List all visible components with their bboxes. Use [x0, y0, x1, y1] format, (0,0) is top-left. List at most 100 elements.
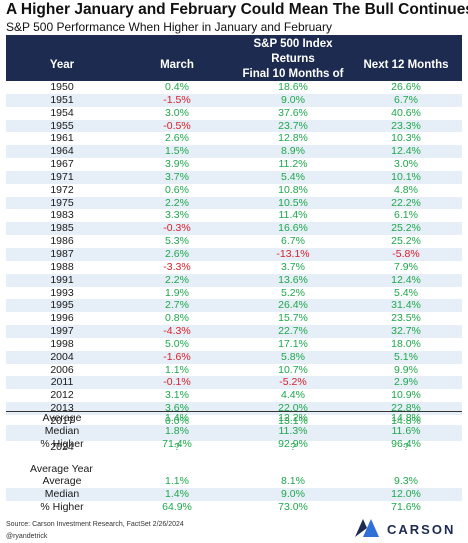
cell-next-12-months: 4.8% — [394, 183, 418, 196]
cell-next-12-months: 10.3% — [391, 132, 421, 145]
cell-next-12-months: 96.4% — [391, 437, 421, 450]
summary-divider — [6, 411, 462, 412]
year-row: 1972 0.6% 10.8% 4.8% — [6, 184, 462, 197]
cell-next-12-months: 14.8% — [391, 414, 421, 427]
cell-final-10-months: 5.8% — [236, 350, 350, 364]
cell-label: 2004 — [6, 350, 118, 364]
cell-march: 0.8% — [165, 312, 189, 325]
cell-march: -4.3% — [118, 325, 236, 338]
cell-final-10-months: 3.7% — [281, 260, 305, 273]
year-row: 1993 1.9% 5.2% 5.4% — [6, 287, 462, 300]
cell-label: 1996 — [50, 312, 74, 325]
cell-label: 1998 — [50, 337, 74, 350]
cell-next-12-months: 25.2% — [350, 222, 462, 236]
cell-label: 1986 — [50, 235, 74, 248]
carson-logo-text: CARSON — [387, 522, 456, 537]
year-row: 1961 2.6% 12.8% 10.3% — [6, 132, 462, 145]
author-handle: @ryandetrick — [6, 533, 48, 540]
carson-logo-icon — [355, 519, 379, 537]
average-year-row: Average 1.1% 8.1% 9.3% — [6, 475, 462, 488]
cell-march: 0.0% — [165, 414, 189, 427]
cell-next-12-months: 5.4% — [394, 286, 418, 299]
cell-next-12-months: 23.3% — [350, 119, 462, 133]
cell-next-12-months: 6.1% — [394, 209, 418, 222]
cell-final-10-months: -5.2% — [236, 376, 350, 390]
cell-march: -1.5% — [118, 93, 236, 107]
cell-next-12-months: 2.9% — [350, 376, 462, 390]
cell-next-12-months: 18.0% — [391, 337, 421, 350]
cell-march: 64.9% — [162, 500, 192, 513]
cell-march: 2.6% — [118, 247, 236, 261]
cell-final-10-months: 23.7% — [236, 119, 350, 133]
cell-label: 1975 — [6, 196, 118, 210]
cell-label: 2024 — [50, 440, 74, 453]
cell-label: 1972 — [50, 183, 74, 196]
cell-final-10-months: 73.0% — [278, 500, 308, 513]
cell-march: 3.1% — [165, 389, 189, 402]
cell-final-10-months: 9.0% — [236, 487, 350, 501]
cell-next-12-months: 3.0% — [394, 158, 418, 171]
cell-march: 1.4% — [118, 487, 236, 501]
cell-final-10-months: 37.6% — [278, 106, 308, 119]
cell-final-10-months: 5.4% — [236, 170, 350, 184]
year-row: 1951 -1.5% 9.0% 6.7% — [6, 93, 462, 107]
year-row: 1950 0.4% 18.6% 26.6% — [6, 81, 462, 94]
cell-label: 1950 — [50, 81, 74, 93]
cell-next-12-months: 71.6% — [391, 500, 421, 513]
year-row: 2024??? — [6, 441, 462, 454]
cell-next-12-months: ? — [403, 440, 409, 453]
cell-next-12-months: 6.7% — [350, 93, 462, 107]
cell-next-12-months: 22.2% — [350, 196, 462, 210]
year-row: 1975 2.2% 10.5% 22.2% — [6, 196, 462, 210]
cell-label: 2011 — [6, 376, 118, 390]
cell-march: -0.5% — [118, 119, 236, 133]
cell-next-12-months: 9.3% — [394, 475, 418, 487]
cell-final-10-months: 13.6% — [236, 273, 350, 287]
cell-label: 1967 — [50, 158, 74, 171]
cell-final-10-months: 16.6% — [236, 222, 350, 236]
average-year-row: Median 1.4% 9.0% 12.0% — [6, 487, 462, 501]
cell-label: 1991 — [6, 273, 118, 287]
summary-row: Average 1.4% 12.2% 14.8% — [6, 412, 462, 425]
cell-march: -0.1% — [118, 376, 236, 390]
cell-march: 2.2% — [118, 196, 236, 210]
cell-march: 1.8% — [118, 424, 236, 438]
cell-label: 1987 — [6, 247, 118, 261]
year-row: 1964 1.5% 8.9% 12.4% — [6, 145, 462, 159]
year-row: 2006 1.1% 10.7% 9.9% — [6, 364, 462, 377]
cell-next-12-months: 12.4% — [350, 145, 462, 159]
cell-label: 1961 — [50, 132, 74, 145]
cell-label: % Higher — [40, 500, 84, 513]
cell-label: Median — [6, 424, 118, 438]
cell-final-10-months: 4.4% — [281, 389, 305, 402]
year-row: 1983 3.3% 11.4% 6.1% — [6, 209, 462, 222]
cell-final-10-months: 17.1% — [278, 337, 308, 350]
cell-label: 1995 — [6, 299, 118, 313]
cell-final-10-months: 11.3% — [236, 424, 350, 438]
cell-next-12-months: 11.6% — [350, 424, 462, 438]
cell-next-12-months: 25.2% — [391, 235, 421, 248]
cell-label: 2017 — [50, 414, 74, 427]
cell-final-10-months: ? — [290, 440, 296, 453]
cell-march: 3.3% — [165, 209, 189, 222]
cell-march: 2.7% — [118, 299, 236, 313]
average-year-row: % Higher 64.9% 73.0% 71.6% — [6, 501, 462, 514]
yearly-returns-table: 1950 0.4% 18.6% 26.6% 1951 -1.5% 9.0% 6.7% 1954 3… — [6, 81, 462, 453]
year-row: 1996 0.8% 15.7% 23.5% — [6, 312, 462, 325]
cell-label: 2006 — [50, 363, 74, 376]
cell-final-10-months: 9.0% — [236, 93, 350, 107]
year-row: 1998 5.0% 17.1% 18.0% — [6, 338, 462, 351]
table-header: Year March S&P 500 Index Returns Final 1… — [6, 35, 462, 95]
cell-march: 3.9% — [165, 158, 189, 171]
header-year: Year — [49, 59, 75, 71]
year-row: 1991 2.2% 13.6% 12.4% — [6, 273, 462, 287]
cell-next-12-months: 5.1% — [350, 350, 462, 364]
cell-final-10-months: 12.2% — [278, 412, 308, 424]
cell-label: 2012 — [50, 389, 74, 402]
cell-label: Median — [6, 487, 118, 501]
cell-next-12-months: 10.1% — [350, 170, 462, 184]
page-title: A Higher January and February Could Mean… — [6, 1, 468, 18]
average-year-stats-table: Average 1.1% 8.1% 9.3% Median 1.4% 9.0% 12.0%% … — [6, 475, 462, 514]
year-row: 1967 3.9% 11.2% 3.0% — [6, 158, 462, 171]
year-row: 1987 2.6% -13.1% -5.8% — [6, 247, 462, 261]
